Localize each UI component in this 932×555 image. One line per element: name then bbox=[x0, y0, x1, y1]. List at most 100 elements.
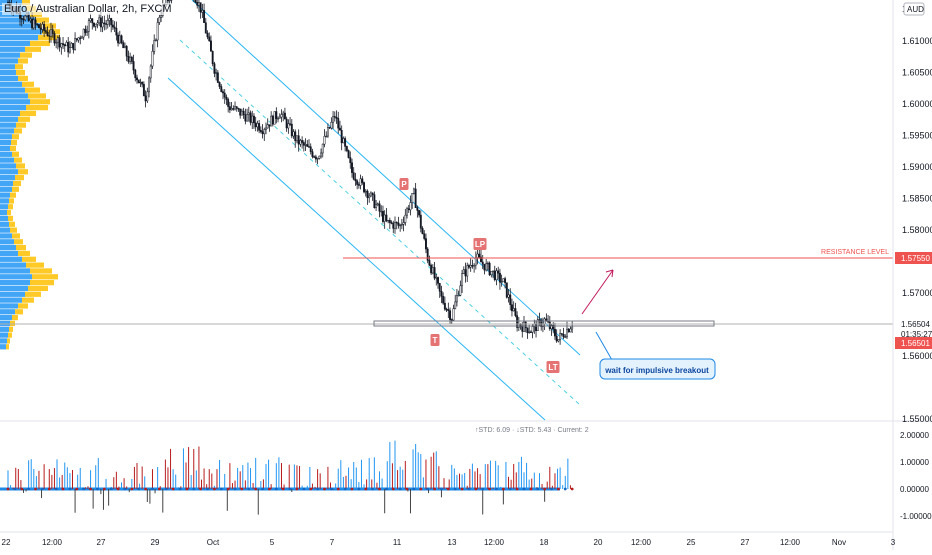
candle-body bbox=[231, 108, 232, 109]
zero-dot bbox=[337, 488, 340, 491]
zero-dot bbox=[55, 488, 58, 491]
volume-profile-bar-up bbox=[0, 257, 22, 262]
zero-dot bbox=[89, 488, 92, 491]
candle-body bbox=[375, 205, 376, 208]
volume-profile-bar-up bbox=[0, 222, 9, 227]
volume-profile-bar-up bbox=[0, 187, 12, 192]
candle-body bbox=[97, 23, 98, 24]
candle bbox=[274, 111, 275, 124]
candle-body bbox=[365, 191, 366, 192]
candle-body bbox=[510, 295, 511, 305]
volume-profile-bar-up bbox=[0, 140, 11, 145]
zero-dot bbox=[206, 488, 209, 491]
volume-profile-bar-down bbox=[9, 327, 13, 332]
zero-dot bbox=[385, 488, 388, 491]
candle-body bbox=[80, 38, 81, 39]
candle-body bbox=[298, 136, 299, 145]
time-tick-label: 12:00 bbox=[484, 538, 505, 547]
candle bbox=[489, 261, 490, 276]
marker-t-label: T bbox=[433, 336, 438, 345]
volume-profile-bar-up bbox=[0, 292, 25, 297]
candle-body bbox=[430, 265, 431, 273]
candle-body bbox=[499, 273, 500, 282]
candle-body bbox=[50, 30, 51, 37]
candle-body bbox=[269, 125, 270, 126]
candle-body bbox=[264, 129, 265, 133]
candle-body bbox=[326, 136, 327, 137]
volume-profile-bar-up bbox=[0, 228, 10, 233]
candle-body bbox=[245, 115, 246, 121]
volume-profile-bar-down bbox=[7, 210, 11, 215]
candle-body bbox=[37, 24, 38, 25]
candle-body bbox=[86, 31, 87, 32]
candle-body bbox=[62, 44, 63, 45]
candle-body bbox=[243, 111, 244, 115]
candle-body bbox=[434, 267, 435, 278]
candle-body bbox=[324, 136, 325, 144]
candle-body bbox=[461, 274, 462, 286]
volume-profile-bar-up bbox=[0, 53, 20, 58]
volume-profile-bar-up bbox=[0, 303, 18, 308]
time-tick-label: 20 bbox=[594, 538, 603, 547]
volume-profile-bar-down bbox=[10, 193, 16, 198]
time-tick-label: 25 bbox=[687, 538, 696, 547]
candle-body bbox=[219, 82, 220, 86]
candle-body bbox=[229, 107, 230, 110]
candle-body bbox=[549, 322, 550, 329]
candle-body bbox=[441, 291, 442, 296]
zero-dot bbox=[261, 488, 264, 491]
zero-dot bbox=[234, 488, 237, 491]
candle-body bbox=[418, 210, 419, 215]
candle-body bbox=[356, 181, 357, 185]
chart-title: Euro / Australian Dollar, 2h, FXCM bbox=[2, 3, 174, 15]
candle-body bbox=[558, 339, 559, 341]
candle-body bbox=[425, 239, 426, 249]
candle-body bbox=[384, 215, 385, 222]
zero-dot bbox=[371, 488, 374, 491]
candle-body bbox=[405, 215, 406, 222]
candle-body bbox=[456, 295, 457, 302]
candle-body bbox=[138, 80, 139, 83]
candle-body bbox=[350, 158, 351, 163]
candle-body bbox=[52, 30, 53, 34]
osc-tick-label: 2.00000 bbox=[900, 431, 929, 440]
time-tick-label: 18 bbox=[540, 538, 549, 547]
zero-dot bbox=[323, 488, 326, 491]
volume-profile-bar-down bbox=[20, 111, 36, 116]
candle-body bbox=[307, 145, 308, 147]
candle bbox=[363, 182, 364, 194]
volume-profile-bar-down bbox=[11, 140, 17, 145]
candle-body bbox=[568, 329, 569, 332]
volume-profile-bar-down bbox=[20, 53, 32, 58]
candle-body bbox=[563, 334, 564, 337]
candle-body bbox=[422, 228, 423, 234]
candle-body bbox=[100, 18, 101, 27]
candle-body bbox=[145, 96, 146, 101]
candle bbox=[506, 283, 507, 299]
zero-dot bbox=[241, 488, 244, 491]
zero-dot bbox=[82, 488, 85, 491]
candle-body bbox=[458, 295, 459, 296]
candle-body bbox=[40, 28, 41, 29]
candle-body bbox=[477, 254, 478, 258]
candle-body bbox=[221, 87, 222, 92]
candle-body bbox=[554, 329, 555, 336]
time-tick-label: 3 bbox=[891, 538, 896, 547]
zero-dot bbox=[413, 488, 416, 491]
zero-dot bbox=[254, 488, 257, 491]
candle-body bbox=[212, 51, 213, 63]
currency-label: AUD bbox=[907, 5, 924, 14]
candle-body bbox=[217, 73, 218, 83]
volume-profile-bar-up bbox=[0, 204, 8, 209]
zero-dot bbox=[227, 488, 230, 491]
zero-dot bbox=[454, 488, 457, 491]
candle-body bbox=[528, 332, 529, 333]
candle-body bbox=[102, 23, 103, 27]
zero-dot bbox=[502, 488, 505, 491]
volume-profile-bar-down bbox=[15, 175, 24, 180]
price-tick-label: 1.56000 bbox=[902, 351, 932, 361]
volume-profile-bar-down bbox=[12, 315, 18, 320]
volume-profile-bar-up bbox=[0, 123, 16, 128]
candle-body bbox=[152, 51, 153, 66]
